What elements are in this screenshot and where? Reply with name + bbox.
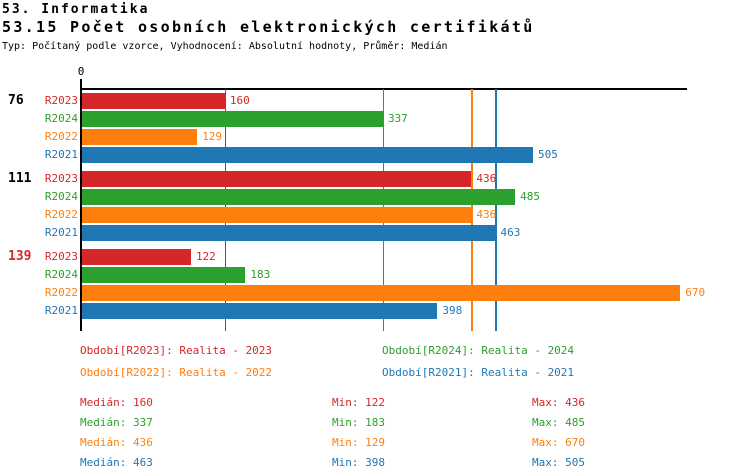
stat-max-r2024: Max: 485: [532, 416, 585, 429]
series-label-r2023: R2023: [44, 250, 78, 263]
chart-meta-line: Typ: Počítaný podle vzorce, Vyhodnocení:…: [2, 41, 448, 52]
bar-r2024: [82, 267, 246, 283]
x-axis-line: [80, 88, 687, 90]
bar-value-label: 129: [202, 130, 223, 143]
group-label: 76: [8, 93, 24, 108]
series-label-r2022: R2022: [44, 286, 78, 299]
series-label-r2023: R2023: [44, 94, 78, 107]
bar-value-label: 436: [476, 208, 497, 221]
group-label: 139: [8, 249, 32, 264]
bar-r2021: [82, 147, 533, 163]
indicator-title: 53.15 Počet osobních elektronických cert…: [2, 18, 535, 36]
legend-item: Období[R2021]: Realita - 2021: [382, 366, 575, 379]
bar-r2024: [82, 189, 516, 205]
bar-value-label: 463: [500, 226, 521, 239]
bar-value-label: 670: [685, 286, 706, 299]
bar-r2023: [82, 171, 472, 187]
bar-r2021: [82, 225, 496, 241]
bar-r2022: [82, 129, 198, 145]
series-label-r2023: R2023: [44, 172, 78, 185]
stat-min-r2021: Min: 398: [332, 456, 385, 469]
stat-max-r2021: Max: 505: [532, 456, 585, 469]
bar-value-label: 160: [229, 94, 250, 107]
series-label-r2021: R2021: [44, 148, 78, 161]
stat-median-r2023: Medián: 160: [80, 396, 153, 409]
stat-median-r2024: Medián: 337: [80, 416, 153, 429]
series-label-r2024: R2024: [44, 268, 78, 281]
bar-value-label: 337: [387, 112, 408, 125]
legend-item: Období[R2023]: Realita - 2023: [80, 344, 273, 357]
bar-r2021: [82, 303, 438, 319]
bar-value-label: 505: [537, 148, 558, 161]
bar-r2023: [82, 93, 225, 109]
bar-value-label: 122: [195, 250, 216, 263]
bar-value-label: 436: [476, 172, 497, 185]
series-label-r2024: R2024: [44, 190, 78, 203]
stat-max-r2023: Max: 436: [532, 396, 585, 409]
series-label-r2021: R2021: [44, 304, 78, 317]
stat-min-r2022: Min: 129: [332, 436, 385, 449]
series-label-r2022: R2022: [44, 208, 78, 221]
bar-value-label: 398: [442, 304, 463, 317]
group-label: 111: [8, 171, 32, 186]
stat-median-r2021: Medián: 463: [80, 456, 153, 469]
bar-value-label: 485: [520, 190, 540, 203]
stat-median-r2022: Medián: 436: [80, 436, 153, 449]
reference-line-median-R2022: [471, 89, 473, 331]
axis-zero-label: 0: [77, 65, 85, 78]
series-label-r2024: R2024: [44, 112, 78, 125]
stat-max-r2022: Max: 670: [532, 436, 585, 449]
bar-r2022: [82, 285, 681, 301]
bar-r2022: [82, 207, 472, 223]
stat-min-r2023: Min: 122: [332, 396, 385, 409]
reference-line-median-R2021: [495, 89, 497, 331]
y-axis-line: [80, 79, 82, 331]
bar-value-label: 183: [250, 268, 271, 281]
legend-item: Období[R2024]: Realita - 2024: [382, 344, 575, 357]
series-label-r2021: R2021: [44, 226, 78, 239]
section-title: 53. Informatika: [2, 2, 150, 17]
series-label-r2022: R2022: [44, 130, 78, 143]
bar-r2023: [82, 249, 191, 265]
legend-item: Období[R2022]: Realita - 2022: [80, 366, 273, 379]
stat-min-r2024: Min: 183: [332, 416, 385, 429]
bar-r2024: [82, 111, 383, 127]
